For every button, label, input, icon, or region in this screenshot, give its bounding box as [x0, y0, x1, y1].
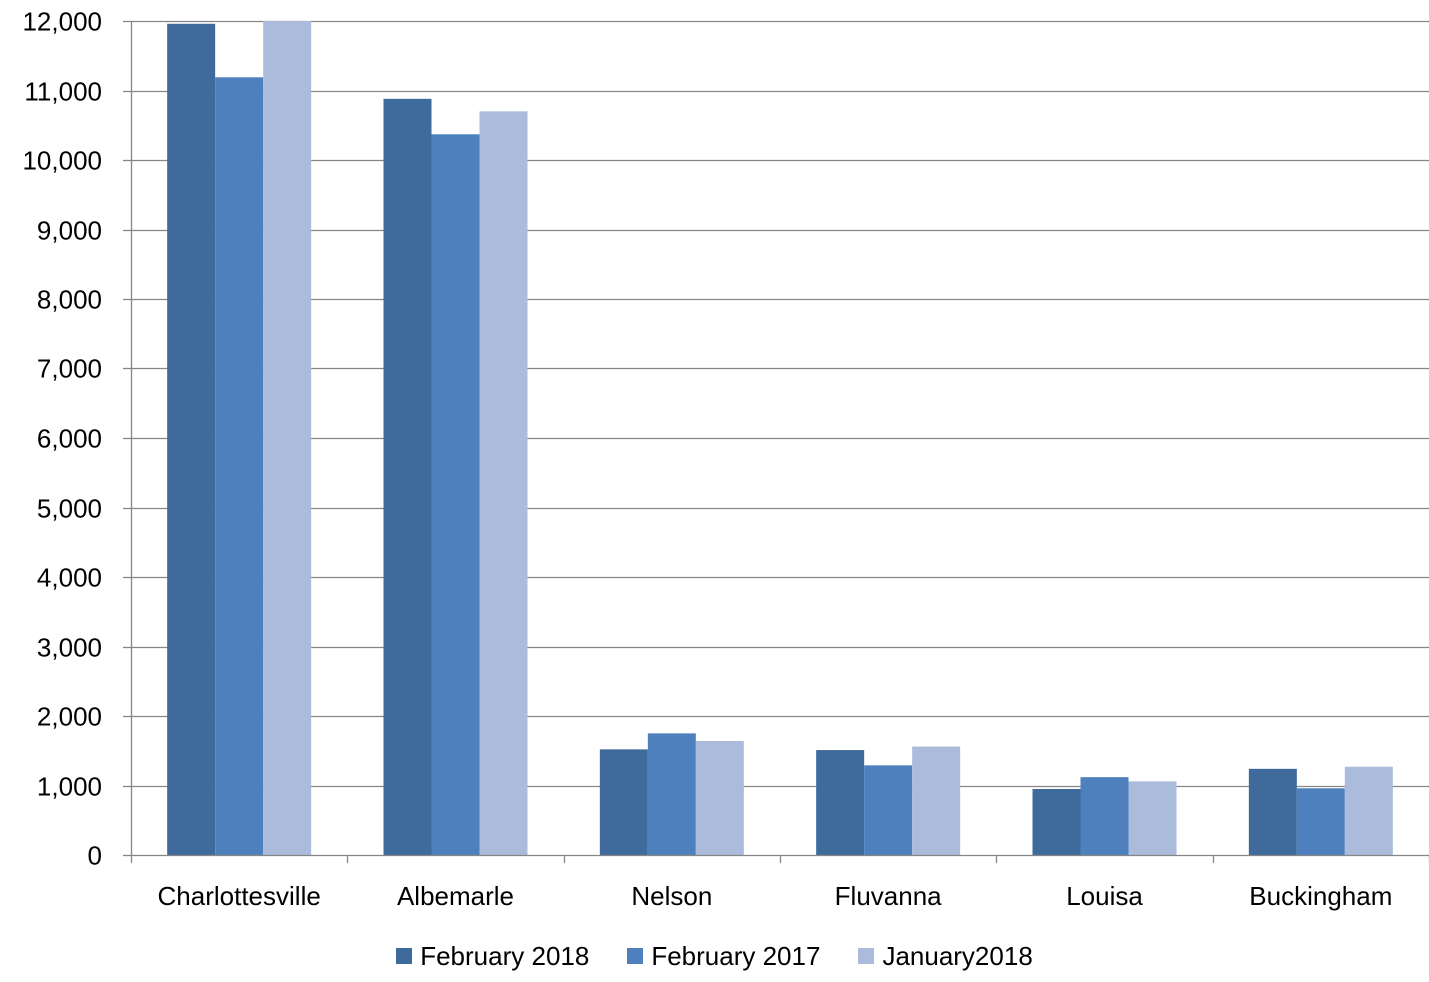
- y-tick-label: 9,000: [37, 216, 102, 246]
- bar: [647, 733, 696, 855]
- y-tick-label: 7,000: [37, 354, 102, 384]
- x-tick-label: Nelson: [631, 881, 712, 911]
- axes: [123, 20, 1429, 863]
- y-tick-label: 6,000: [37, 424, 102, 454]
- legend-label-jan-2018: January2018: [882, 940, 1033, 971]
- bar: [695, 741, 744, 855]
- legend-swatch-feb-2018: [396, 948, 413, 964]
- legend: February 2018 February 2017 January2018: [0, 938, 1429, 974]
- legend-item-jan-2018: January2018: [858, 940, 1033, 972]
- y-tick-label: 10,000: [22, 146, 102, 176]
- bar: [479, 111, 528, 856]
- x-tick-label: Charlottesville: [158, 881, 321, 911]
- bar: [599, 749, 648, 855]
- x-tick-label: Buckingham: [1249, 881, 1392, 911]
- y-tick-label: 12,000: [22, 7, 102, 37]
- y-tick-labels: 0 1,000 2,000 3,000 4,000 5,000 6,000 7,000 8,00…: [22, 7, 102, 871]
- y-tick-label: 5,000: [37, 494, 102, 524]
- y-tick-label: 1,000: [37, 772, 102, 802]
- bar: [816, 750, 865, 855]
- bar: [263, 21, 312, 855]
- legend-label-feb-2017: February 2017: [651, 940, 821, 971]
- x-tick-labels: Charlottesville Albemarle Nelson Fluvanna Lo…: [158, 881, 1393, 911]
- y-tick-label: 0: [88, 841, 102, 871]
- bar: [1128, 781, 1177, 855]
- bar: [383, 98, 432, 856]
- bar: [1248, 768, 1297, 855]
- legend-swatch-jan-2018: [858, 948, 875, 964]
- y-tick-label: 3,000: [37, 633, 102, 663]
- bar: [1080, 777, 1129, 855]
- y-tick-label: 2,000: [37, 702, 102, 732]
- y-tick-label: 4,000: [37, 563, 102, 593]
- x-tick-label: Louisa: [1066, 881, 1143, 911]
- y-tick-label: 8,000: [37, 285, 102, 315]
- legend-label-feb-2018: February 2018: [420, 940, 590, 971]
- legend-item-feb-2018: February 2018: [396, 941, 589, 972]
- bar: [215, 77, 264, 856]
- bar: [431, 134, 480, 855]
- bar: [1296, 788, 1345, 855]
- bar: [912, 746, 961, 855]
- legend-swatch-feb-2017: [627, 948, 644, 964]
- bar: [167, 23, 216, 855]
- bar: [864, 765, 913, 855]
- bar: [1032, 788, 1081, 855]
- bar: [1344, 766, 1393, 855]
- gridlines: [131, 20, 1429, 788]
- legend-item-feb-2017: February 2017: [627, 941, 820, 972]
- x-tick-label: Albemarle: [397, 881, 514, 911]
- y-tick-label: 11,000: [24, 77, 102, 107]
- bars: [167, 21, 1393, 856]
- x-tick-label: Fluvanna: [835, 881, 942, 911]
